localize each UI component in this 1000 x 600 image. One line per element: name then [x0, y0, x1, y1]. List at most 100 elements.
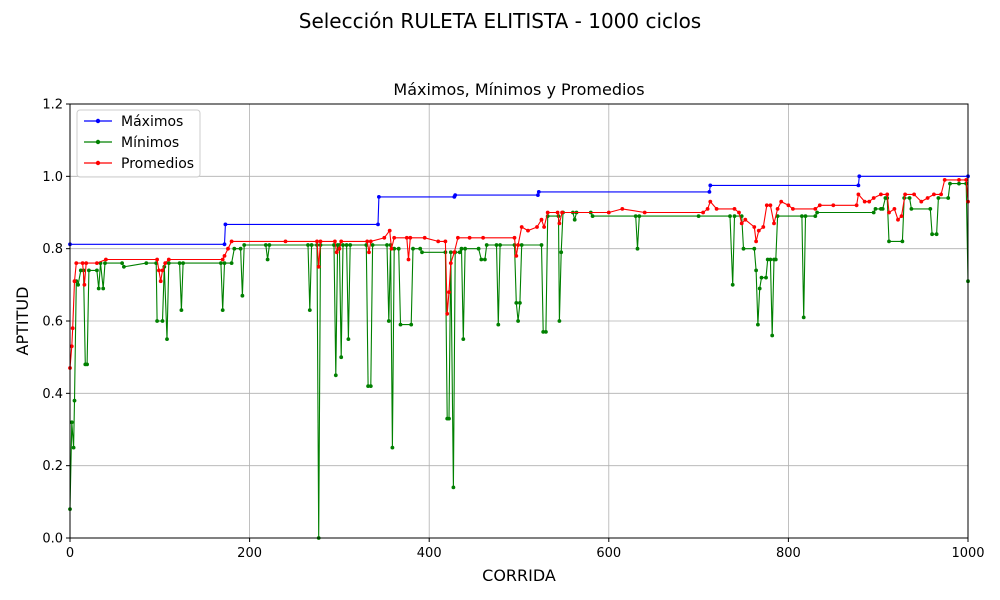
- data-point: [463, 246, 467, 251]
- data-point: [791, 207, 795, 211]
- data-point: [526, 228, 530, 233]
- y-tick-label: 0.8: [42, 242, 63, 257]
- data-point: [535, 225, 539, 229]
- data-point: [714, 207, 719, 211]
- data-point: [557, 221, 562, 226]
- x-tick-label: 400: [417, 546, 442, 561]
- data-point: [896, 217, 900, 222]
- data-point: [754, 239, 758, 244]
- data-point: [72, 398, 77, 403]
- data-point: [817, 203, 822, 208]
- legend-label: Máximos: [121, 114, 183, 130]
- data-point: [78, 268, 83, 273]
- data-point: [220, 257, 225, 262]
- x-tick-label: 1000: [951, 546, 984, 561]
- data-point: [862, 199, 867, 204]
- data-point: [443, 239, 448, 244]
- data-point: [512, 235, 517, 240]
- data-point: [409, 322, 414, 327]
- data-point: [229, 261, 234, 265]
- data-point: [856, 192, 861, 197]
- data-point: [166, 261, 171, 265]
- data-point: [232, 246, 237, 251]
- data-point: [348, 243, 353, 247]
- data-point: [222, 254, 227, 258]
- data-point: [854, 203, 859, 208]
- data-point: [404, 235, 409, 240]
- data-point: [179, 308, 184, 312]
- data-point: [447, 290, 451, 294]
- data-point: [754, 268, 758, 273]
- series-line: [70, 175, 968, 245]
- data-point: [928, 207, 933, 211]
- data-point: [498, 243, 502, 247]
- data-point: [382, 235, 387, 240]
- data-point: [761, 225, 766, 229]
- data-point: [768, 203, 773, 208]
- data-point: [456, 235, 460, 240]
- data-point: [238, 246, 243, 251]
- series-layer: [68, 174, 970, 540]
- data-point: [560, 210, 564, 215]
- data-point: [635, 246, 640, 251]
- data-point: [934, 232, 939, 237]
- data-point: [165, 337, 169, 341]
- data-point: [422, 235, 427, 240]
- data-point: [885, 192, 890, 197]
- x-tick-label: 200: [237, 546, 262, 561]
- x-axis-label: CORRIDA: [482, 566, 556, 585]
- data-point: [447, 416, 451, 421]
- data-point: [122, 264, 126, 269]
- data-point: [339, 355, 344, 360]
- data-point: [459, 246, 464, 251]
- data-point: [333, 373, 338, 378]
- data-point: [309, 243, 314, 247]
- data-point: [912, 192, 916, 197]
- data-point: [158, 279, 163, 284]
- data-point: [813, 214, 818, 219]
- data-point: [411, 246, 415, 251]
- data-point: [590, 214, 595, 219]
- series-promedios: [68, 178, 970, 370]
- data-point: [307, 308, 312, 312]
- data-point: [752, 246, 757, 251]
- data-point: [479, 257, 484, 262]
- data-point: [229, 239, 234, 244]
- data-point: [541, 330, 546, 334]
- legend-marker: [95, 139, 101, 145]
- data-point: [925, 196, 930, 200]
- data-point: [775, 207, 780, 211]
- data-point: [95, 268, 99, 273]
- data-point: [957, 181, 961, 186]
- data-point: [76, 282, 80, 287]
- data-point: [759, 275, 764, 280]
- data-point: [519, 225, 524, 229]
- data-point: [386, 319, 391, 323]
- data-point: [572, 217, 577, 222]
- data-point: [263, 243, 268, 247]
- data-point: [606, 210, 611, 215]
- data-point: [365, 239, 370, 244]
- data-point: [220, 308, 225, 312]
- x-tick-label: 600: [596, 546, 621, 561]
- data-point: [705, 207, 710, 211]
- data-point: [903, 192, 907, 197]
- data-point: [642, 210, 647, 215]
- data-point: [389, 246, 394, 251]
- data-point: [452, 250, 457, 255]
- data-point: [930, 232, 934, 237]
- data-point: [948, 181, 952, 186]
- data-point: [166, 257, 171, 262]
- data-point: [315, 239, 319, 244]
- data-point: [887, 210, 891, 215]
- data-point: [226, 246, 230, 251]
- data-point: [451, 485, 456, 490]
- legend: Máximos Mínimos Promedios: [76, 109, 201, 178]
- data-point: [737, 210, 741, 215]
- legend-entries: Máximos Mínimos Promedios: [84, 114, 194, 172]
- data-point: [741, 246, 746, 251]
- data-point: [376, 222, 380, 227]
- figure-suptitle: Selección RULETA ELITISTA - 1000 ciclos: [299, 9, 701, 33]
- data-point: [900, 239, 905, 244]
- data-point: [772, 221, 776, 226]
